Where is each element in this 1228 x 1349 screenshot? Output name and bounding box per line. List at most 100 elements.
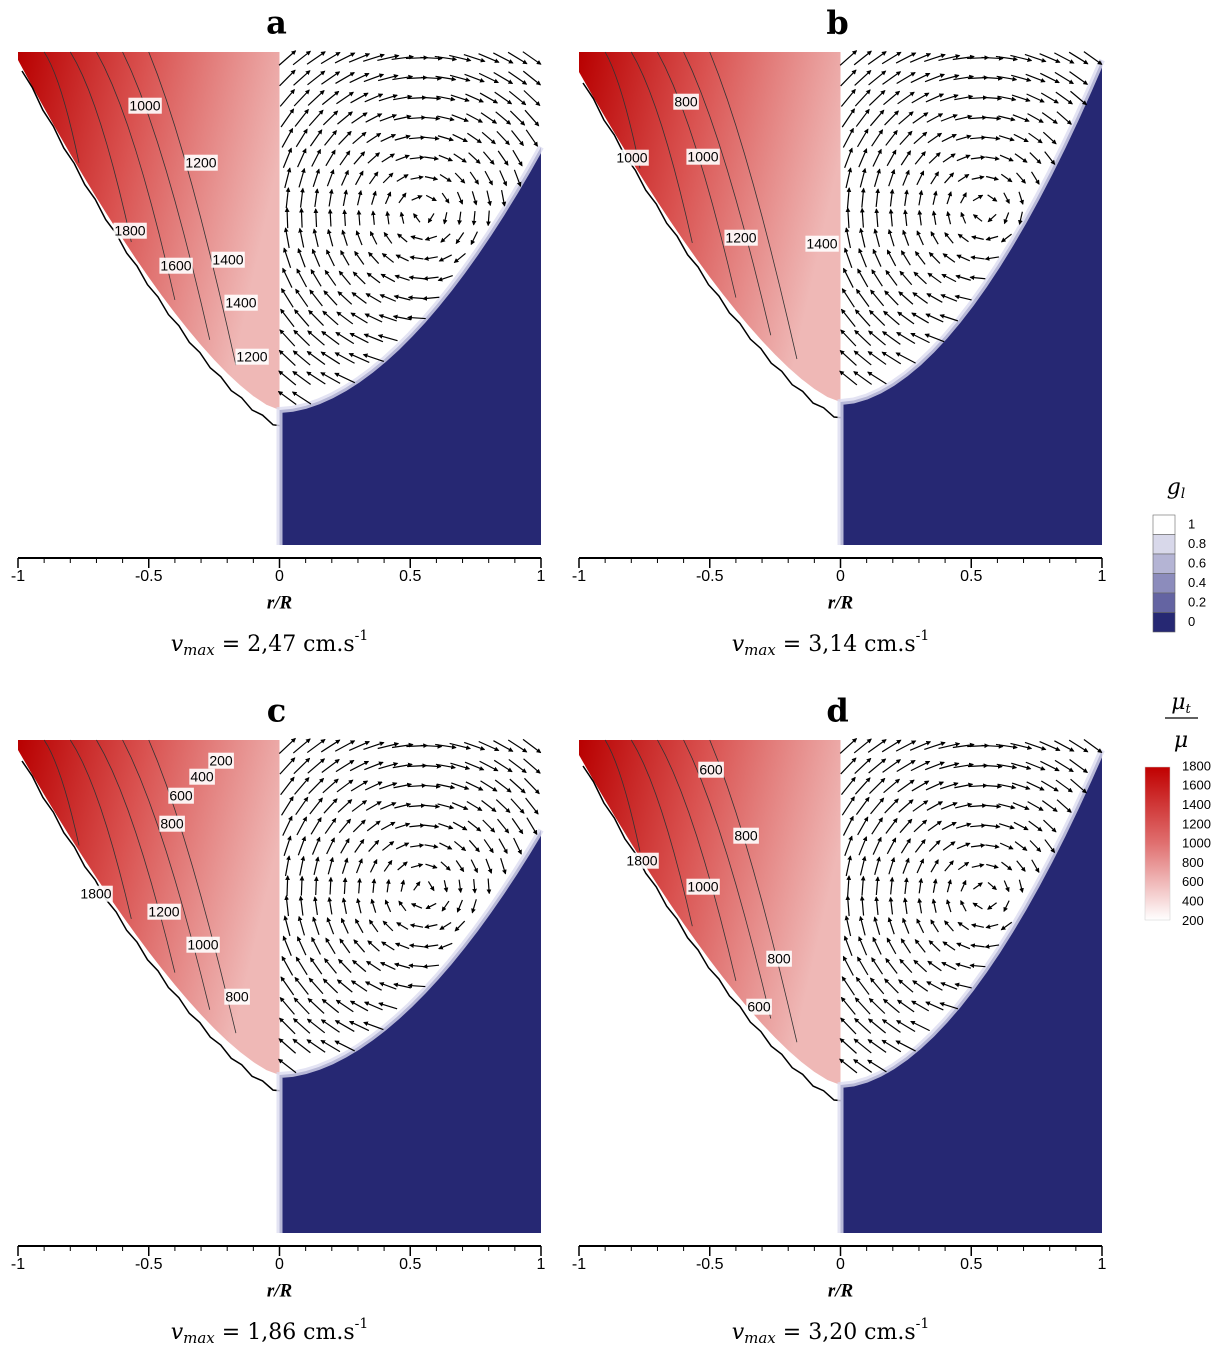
velocity-arrow [350, 312, 368, 324]
vmax-text: = 3,20 cm.s [776, 1320, 916, 1345]
velocity-arrow [1011, 782, 1031, 790]
contour-label: 1000 [687, 879, 718, 895]
velocity-arrow [321, 90, 340, 106]
velocity-arrow [363, 741, 385, 751]
velocity-arrow [307, 330, 325, 346]
mushy-band [276, 145, 544, 545]
velocity-arrow [311, 936, 322, 955]
velocity-arrow [956, 254, 971, 262]
velocity-arrow [413, 213, 421, 223]
velocity-arrow [1054, 52, 1075, 64]
velocity-arrow [900, 250, 911, 266]
velocity-arrow [427, 213, 435, 224]
velocity-arrow [926, 293, 943, 303]
velocity-arrow [306, 350, 326, 366]
velocity-arrow [438, 942, 453, 950]
velocity-arrow [306, 738, 326, 754]
velocity-arrow [309, 289, 323, 307]
velocity-arrow [368, 919, 379, 933]
velocity-arrow [916, 170, 925, 186]
velocity-arrow [326, 228, 334, 247]
velocity-arrow [854, 997, 871, 1015]
velocity-arrow [348, 352, 370, 363]
velocity-arrow [480, 780, 498, 792]
velocity-arrow [284, 207, 290, 229]
velocity-arrow [881, 331, 901, 345]
velocity-arrow [364, 981, 382, 991]
velocity-arrow [952, 54, 975, 61]
velocity-arrow [912, 112, 929, 124]
velocity-arrow [384, 191, 392, 205]
velocity-arrow [413, 881, 421, 891]
velocity-arrow [377, 334, 398, 342]
velocity-arrow [913, 131, 928, 145]
velocity-arrow [297, 835, 307, 856]
velocity-arrow [883, 90, 901, 106]
velocity-arrow [957, 173, 970, 183]
velocity-arrow [887, 228, 895, 247]
velocity-arrow [407, 983, 426, 989]
velocity-arrow [309, 797, 323, 815]
contour-label-bg [724, 229, 758, 246]
legend-swatch [1152, 612, 1176, 633]
contour-label: 1400 [225, 295, 256, 311]
velocity-arrow [924, 761, 945, 771]
velocity-arrow [972, 902, 983, 910]
velocity-arrow [1018, 211, 1023, 226]
velocity-arrow [874, 896, 879, 916]
x-tick-label: 0.5 [399, 1256, 421, 1273]
velocity-arrow [1055, 91, 1073, 105]
legend-swatch [1152, 534, 1176, 555]
velocity-arrow [378, 1002, 398, 1010]
velocity-arrow [421, 763, 442, 769]
velocity-arrow [956, 842, 971, 850]
velocity-arrow [844, 915, 852, 937]
velocity-arrow [845, 895, 851, 917]
velocity-arrow [916, 230, 924, 246]
velocity-arrow [363, 333, 384, 343]
velocity-arrow [840, 69, 857, 87]
velocity-arrow [313, 856, 320, 876]
velocity-arrow [938, 54, 961, 62]
mushy-outline [582, 765, 845, 1102]
velocity-arrow [910, 72, 931, 84]
velocity-arrow [987, 213, 997, 223]
velocity-arrow [410, 843, 425, 848]
velocity-arrow [452, 133, 468, 143]
legend-label: 0 [1188, 614, 1195, 629]
velocity-arrow [342, 209, 348, 226]
velocity-arrow [1016, 172, 1026, 184]
velocity-arrow [283, 247, 292, 269]
velocity-arrow [281, 287, 294, 308]
velocity-arrow [985, 923, 999, 929]
velocity-arrow [422, 295, 440, 301]
velocity-arrow [424, 176, 439, 181]
velocity-arrow [927, 820, 942, 832]
velocity-arrow [941, 821, 957, 831]
legend-numerator-subscript: t [1186, 702, 1192, 717]
velocity-arrow [960, 192, 967, 204]
velocity-arrow [381, 941, 395, 951]
velocity-arrow [334, 740, 356, 752]
velocity-arrow [395, 822, 411, 829]
velocity-arrow [1083, 739, 1103, 753]
velocity-arrow [297, 915, 306, 936]
velocity-arrow [310, 817, 322, 835]
velocity-arrow [1068, 739, 1089, 753]
velocity-arrow [868, 997, 886, 1014]
velocity-arrow [440, 233, 451, 243]
velocity-arrow [509, 110, 526, 126]
velocity-arrow [279, 69, 296, 87]
velocity-arrow [911, 312, 929, 324]
velocity-arrow [434, 55, 458, 62]
velocity-arrow [350, 92, 369, 104]
velocity-arrow [508, 758, 527, 774]
velocity-arrow [409, 255, 424, 260]
velocity-arrow [348, 53, 371, 63]
velocity-arrow [882, 71, 902, 85]
velocity-arrow [941, 273, 957, 283]
velocity-arrow [334, 52, 356, 64]
velocity-arrow [1016, 860, 1026, 872]
velocity-arrow [282, 815, 293, 836]
velocity-arrow [918, 189, 924, 206]
